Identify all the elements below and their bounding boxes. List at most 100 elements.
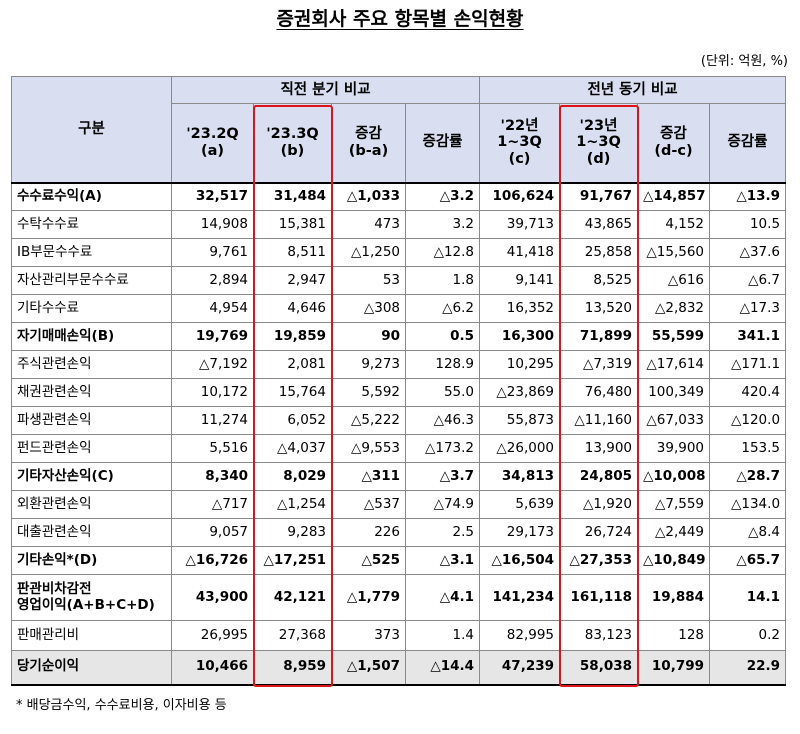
table-row: 기타수수료 4,954 4,646 △308 △6.2 16,352 13,520 △2,83…: [11, 294, 787, 323]
table-cell: 13,900: [559, 434, 639, 463]
table-cell: △15,560: [637, 238, 711, 267]
row-label: 기타수수료: [11, 294, 172, 323]
header-col-line: (b): [280, 142, 305, 159]
header-col-line: (b-a): [348, 142, 389, 159]
header-col-line: (a): [200, 142, 225, 159]
row-label-line: 기타자산손익(C): [17, 467, 114, 484]
row-label-line: 영업이익(A+B+C+D): [17, 596, 155, 613]
table-cell: △3.7: [404, 462, 481, 491]
table-cell: 1.4: [404, 620, 481, 651]
header-col-8: 증감률: [709, 103, 787, 183]
table-cell: 2,894: [171, 266, 254, 295]
table-cell: △1,254: [253, 490, 332, 519]
table-cell: 4,152: [637, 210, 711, 239]
row-label: IB부문수수료: [11, 238, 172, 267]
table-row: 판관비차감전 영업이익(A+B+C+D) 43,900 42,121 △1,779 △4.…: [11, 574, 787, 621]
table-cell: 58,038: [559, 650, 639, 686]
table-cell: 5,592: [331, 378, 406, 407]
table-cell: △23,869: [479, 378, 561, 407]
table-cell: 2,081: [253, 350, 332, 379]
table-cell: 16,352: [479, 294, 561, 323]
table-cell: △1,779: [331, 574, 406, 621]
table-cell: △17.3: [709, 294, 787, 323]
table-cell: 128: [637, 620, 711, 651]
table-cell: △74.9: [404, 490, 481, 519]
table-cell: 24,805: [559, 462, 639, 491]
table-cell: 14,908: [171, 210, 254, 239]
table-cell: 55,599: [637, 322, 711, 351]
row-label: 대출관련손익: [11, 518, 172, 547]
table-cell: △26,000: [479, 434, 561, 463]
table-cell: △6.2: [404, 294, 481, 323]
table-row: 당기순이익 10,466 8,959 △1,507 △14.4 47,239 58,038 1…: [11, 650, 787, 686]
header-col-5: '22년 1~3Q (c): [479, 103, 561, 183]
table-cell: 0.2: [709, 620, 787, 651]
table-cell: 90: [331, 322, 406, 351]
table-row: 대출관련손익 9,057 9,283 226 2.5 29,173 26,724 △2,449…: [11, 518, 787, 547]
table-cell: 55,873: [479, 406, 561, 435]
table-cell: △7,559: [637, 490, 711, 519]
row-label-line: IB부문수수료: [17, 243, 93, 260]
table-row: 자산관리부문수수료 2,894 2,947 53 1.8 9,141 8,525 △616 △6…: [11, 266, 787, 295]
table-row: 기타자산손익(C) 8,340 8,029 △311 △3.7 34,813 24,805 △…: [11, 462, 787, 491]
table-cell: △12.8: [404, 238, 481, 267]
table-cell: △9,553: [331, 434, 406, 463]
table-cell: 0.5: [404, 322, 481, 351]
header-col-line: '23.3Q: [266, 126, 319, 143]
table-cell: 226: [331, 518, 406, 547]
profit-loss-table: 구분 직전 분기 비교 전년 동기 비교 '23.2Q (a) '23.3Q (b) 증…: [11, 76, 787, 686]
table-cell: 9,141: [479, 266, 561, 295]
row-label: 기타자산손익(C): [11, 462, 172, 491]
row-label-line: 자기매매손익(B): [17, 327, 115, 344]
table-cell: △3.2: [404, 181, 481, 211]
table-cell: 39,713: [479, 210, 561, 239]
row-label-line: 당기순이익: [17, 658, 80, 675]
table-cell: 26,995: [171, 620, 254, 651]
table-cell: △46.3: [404, 406, 481, 435]
table-cell: 128.9: [404, 350, 481, 379]
table-cell: △65.7: [709, 546, 787, 575]
table-cell: 76,480: [559, 378, 639, 407]
row-label: 파생관련손익: [11, 406, 172, 435]
table-row: 자기매매손익(B) 19,769 19,859 90 0.5 16,300 71,899 55…: [11, 322, 787, 351]
table-cell: △2,832: [637, 294, 711, 323]
header-col-line: 증감률: [422, 134, 463, 151]
row-label-line: 기타손익*(D): [17, 551, 98, 568]
header-category: 구분: [11, 76, 172, 183]
row-label-line: 주식관련손익: [17, 355, 92, 372]
table-row: 펀드관련손익 5,516 △4,037 △9,553 △173.2 △26,000 13,9…: [11, 434, 787, 463]
table-cell: 22.9: [709, 650, 787, 686]
table-cell: 43,900: [171, 574, 254, 621]
table-cell: 10,295: [479, 350, 561, 379]
row-label-line: 자산관리부문수수료: [17, 271, 129, 288]
table-row: 주식관련손익 △7,192 2,081 9,273 128.9 10,295 △7,319 △…: [11, 350, 787, 379]
header-col-line: 1~3Q: [576, 134, 621, 151]
table-cell: 6,052: [253, 406, 332, 435]
table-cell: 153.5: [709, 434, 787, 463]
row-label: 외환관련손익: [11, 490, 172, 519]
footnote: * 배당금수익, 수수료비용, 이자비용 등: [16, 698, 227, 713]
row-label: 당기순이익: [11, 650, 172, 686]
table-cell: △16,726: [171, 546, 254, 575]
table-cell: 27,368: [253, 620, 332, 651]
table-cell: 15,381: [253, 210, 332, 239]
row-label-line: 외환관련손익: [17, 495, 92, 512]
table-cell: △173.2: [404, 434, 481, 463]
table-cell: △28.7: [709, 462, 787, 491]
table-cell: 341.1: [709, 322, 787, 351]
table-cell: 9,273: [331, 350, 406, 379]
row-label-line: 판매관리비: [17, 626, 80, 643]
table-cell: 19,859: [253, 322, 332, 351]
table-cell: 32,517: [171, 181, 254, 211]
table-cell: 16,300: [479, 322, 561, 351]
header-col-7: 증감 (d-c): [637, 103, 711, 183]
table-cell: 15,764: [253, 378, 332, 407]
table-cell: 1.8: [404, 266, 481, 295]
table-cell: △120.0: [709, 406, 787, 435]
header-col-line: (d): [586, 151, 611, 168]
table-cell: 34,813: [479, 462, 561, 491]
row-label-line: 판관비차감전: [17, 580, 92, 597]
header-col-line: 증감: [660, 126, 687, 143]
table-cell: 11,274: [171, 406, 254, 435]
table-cell: 10,172: [171, 378, 254, 407]
